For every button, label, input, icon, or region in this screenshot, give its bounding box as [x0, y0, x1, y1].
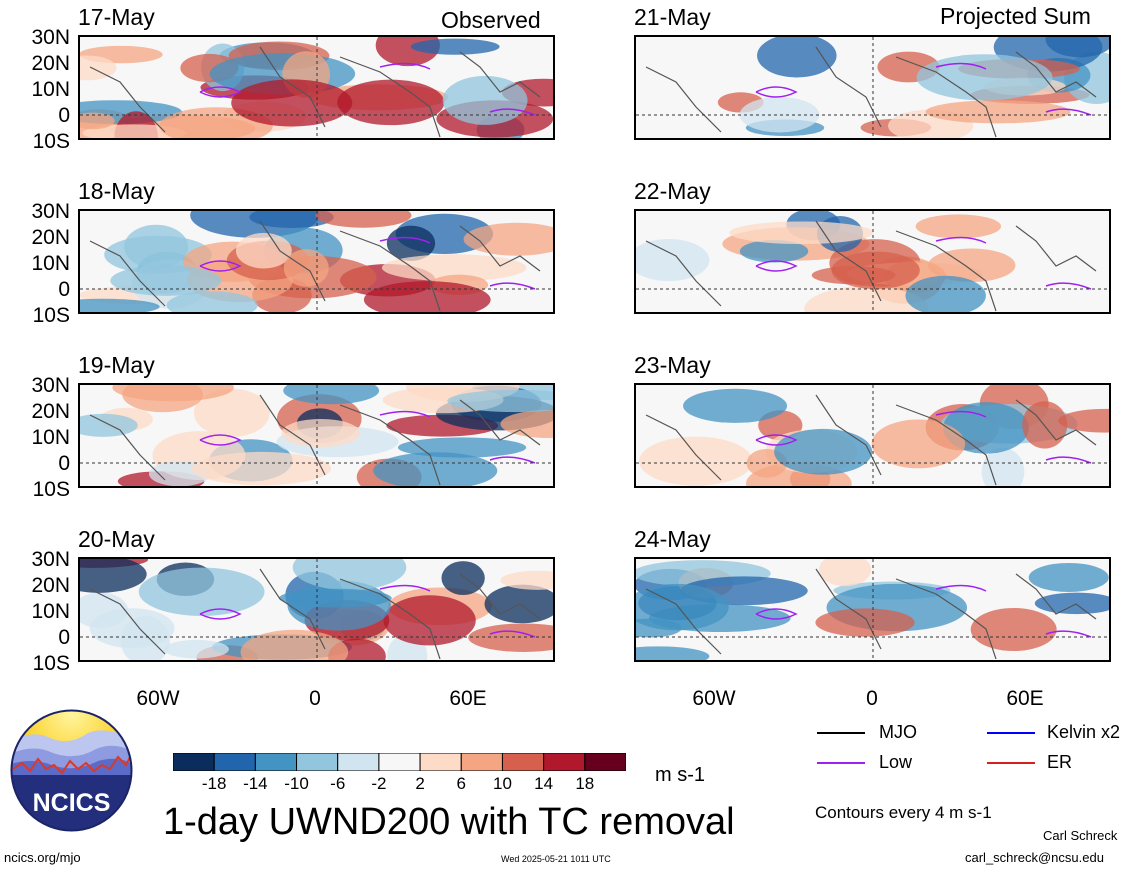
site-link[interactable]: ncics.org/mjo — [4, 850, 81, 865]
colorbar-swatch — [172, 752, 215, 772]
legend-line-kelvin — [987, 732, 1035, 734]
lat-label: 30N — [31, 26, 70, 49]
map-panel-right-1 — [634, 35, 1111, 140]
colorbar-swatch — [296, 752, 339, 772]
lat-label: 10N — [31, 78, 70, 101]
panel-date-right-1: 21-May — [634, 4, 711, 30]
projected-sum-title: Projected Sum — [940, 3, 1091, 29]
panel-date-right-3: 23-May — [634, 352, 711, 378]
legend-label-er: ER — [1047, 752, 1073, 772]
colorbar-tick-label: -2 — [371, 774, 387, 793]
observed-title: Observed — [441, 7, 541, 33]
lon-label-right-60e: 60E — [1006, 687, 1044, 710]
lat-label: 10S — [32, 304, 70, 327]
colorbar-tick-label: 10 — [492, 774, 512, 793]
lon-label-left-0: 0 — [309, 687, 321, 710]
lat-label: 0 — [58, 104, 70, 127]
ncics-logo: NCICS — [8, 707, 135, 834]
lon-label-right-60w: 60W — [692, 687, 736, 710]
lon-label-left-60w: 60W — [136, 687, 180, 710]
colorbar-tick-label: 6 — [456, 774, 466, 793]
lat-label: 20N — [31, 52, 70, 75]
map-panel-right-2 — [634, 209, 1111, 314]
lat-label: 30N — [31, 374, 70, 397]
lat-label: 30N — [31, 548, 70, 571]
colorbar-tick-label: -10 — [284, 774, 309, 793]
lat-label: 0 — [58, 452, 70, 475]
colorbar-tick-label: -18 — [201, 774, 227, 793]
panel-date-left-3: 19-May — [78, 352, 155, 378]
legend-label-mjo: MJO — [879, 722, 917, 742]
legend-line-er — [987, 762, 1035, 764]
map-panel-right-4 — [634, 557, 1111, 662]
colorbar-swatch — [584, 752, 627, 772]
colorbar-swatch — [419, 752, 462, 772]
lat-label: 0 — [58, 626, 70, 649]
legend-line-mjo — [817, 732, 865, 734]
colorbar-tick-label: 2 — [415, 774, 425, 793]
lat-label: 20N — [31, 574, 70, 597]
panel-date-left-1: 17-May — [78, 4, 155, 30]
map-panel-left-4 — [78, 557, 555, 662]
colorbar-tick-label: -6 — [330, 774, 346, 793]
panel-date-right-2: 22-May — [634, 178, 711, 204]
logo-text: NCICS — [33, 789, 111, 817]
map-panel-left-2 — [78, 209, 555, 314]
lat-label: 10S — [32, 130, 70, 153]
lat-label: 10N — [31, 600, 70, 623]
colorbar-swatch — [254, 752, 298, 772]
panel-date-left-2: 18-May — [78, 178, 155, 204]
panel-date-left-4: 20-May — [78, 526, 155, 552]
lat-label: 20N — [31, 400, 70, 423]
map-panel-right-3 — [634, 383, 1111, 488]
colorbar-tick-label: 14 — [534, 774, 554, 793]
colorbar-swatch — [378, 752, 421, 772]
lat-label: 20N — [31, 226, 70, 249]
lon-label-right-0: 0 — [866, 687, 878, 710]
colorbar-swatch — [337, 752, 380, 772]
author-email[interactable]: carl_schreck@ncsu.edu — [965, 850, 1104, 865]
colorbar-swatch — [460, 752, 503, 772]
map-panel-left-1 — [78, 35, 555, 140]
colorbar — [172, 752, 627, 772]
lat-label: 10S — [32, 652, 70, 675]
contour-note: Contours every 4 m s-1 — [815, 803, 992, 822]
lat-label: 10N — [31, 426, 70, 449]
lon-label-left-60e: 60E — [449, 687, 487, 710]
author-name: Carl Schreck — [1043, 828, 1118, 843]
main-title: 1-day UWND200 with TC removal — [163, 801, 735, 843]
colorbar-swatch — [543, 752, 586, 772]
map-panel-left-3 — [78, 383, 555, 488]
lat-label: 10S — [32, 478, 70, 501]
colorbar-units: m s-1 — [655, 764, 705, 786]
timestamp: Wed 2025-05-21 1011 UTC — [501, 854, 611, 864]
lat-label: 10N — [31, 252, 70, 275]
legend: MJO Kelvin x2 Low ER — [817, 722, 1127, 777]
lat-label: 0 — [58, 278, 70, 301]
lat-label: 30N — [31, 200, 70, 223]
panel-date-right-4: 24-May — [634, 526, 711, 552]
colorbar-tick-label: 18 — [575, 774, 595, 793]
legend-label-kelvin: Kelvin x2 — [1047, 722, 1121, 742]
colorbar-swatch — [213, 752, 256, 772]
legend-line-low — [817, 762, 865, 764]
colorbar-swatch — [501, 752, 545, 772]
colorbar-tick-label: -14 — [243, 774, 268, 793]
legend-label-low: Low — [879, 752, 913, 772]
